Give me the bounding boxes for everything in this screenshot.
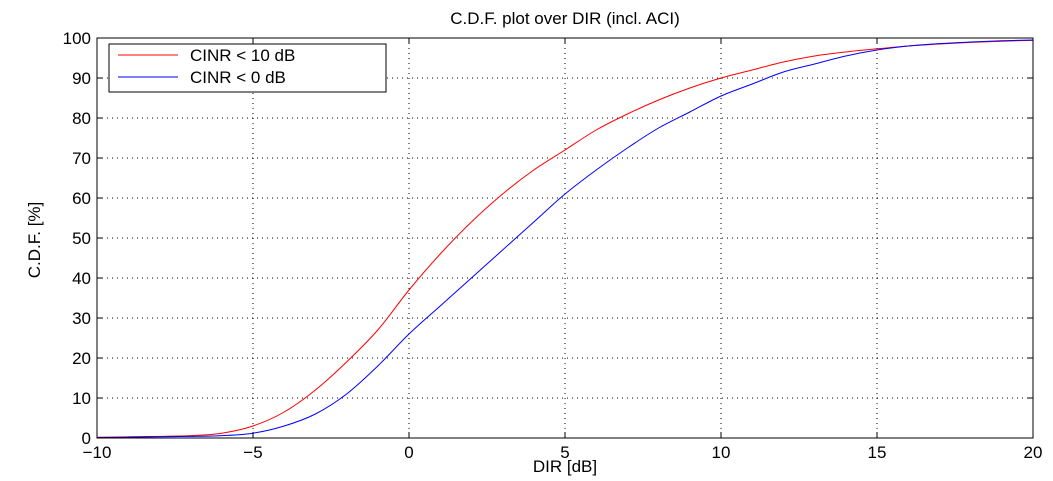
y-tick-label: 10 xyxy=(72,389,91,408)
y-tick-label: 60 xyxy=(72,189,91,208)
y-tick-label: 70 xyxy=(72,149,91,168)
y-tick-label: 30 xyxy=(72,309,91,328)
y-axis-label: C.D.F. [%] xyxy=(25,202,44,279)
legend: CINR < 10 dB CINR < 0 dB xyxy=(108,43,387,93)
chart-title: C.D.F. plot over DIR (incl. ACI) xyxy=(450,9,680,28)
y-tick-label: 80 xyxy=(72,109,91,128)
x-axis-label: DIR [dB] xyxy=(533,457,597,476)
x-tick-label: 15 xyxy=(868,443,887,462)
x-tick-label: −10 xyxy=(83,443,112,462)
x-tick-label: −5 xyxy=(243,443,262,462)
y-tick-label: 20 xyxy=(72,349,91,368)
x-tick-label: 0 xyxy=(404,443,413,462)
axis-ticks: −10 −5 0 5 10 15 20 0 10 20 30 40 50 60 70 80 90 100 xyxy=(63,29,1043,462)
y-tick-label: 90 xyxy=(72,69,91,88)
x-tick-label: 10 xyxy=(712,443,731,462)
legend-label-cinr-0: CINR < 0 dB xyxy=(190,68,286,87)
y-tick-label: 0 xyxy=(82,429,91,448)
y-tick-label: 50 xyxy=(72,229,91,248)
y-tick-label: 40 xyxy=(72,269,91,288)
y-tick-label: 100 xyxy=(63,29,91,48)
x-tick-label: 5 xyxy=(560,443,569,462)
series-line-cinr-10 xyxy=(96,39,1034,438)
series-lines xyxy=(96,39,1034,439)
legend-label-cinr-10: CINR < 10 dB xyxy=(190,46,295,65)
x-tick-label: 20 xyxy=(1024,443,1043,462)
legend-box xyxy=(108,43,387,93)
series-line-cinr-0 xyxy=(96,39,1034,439)
